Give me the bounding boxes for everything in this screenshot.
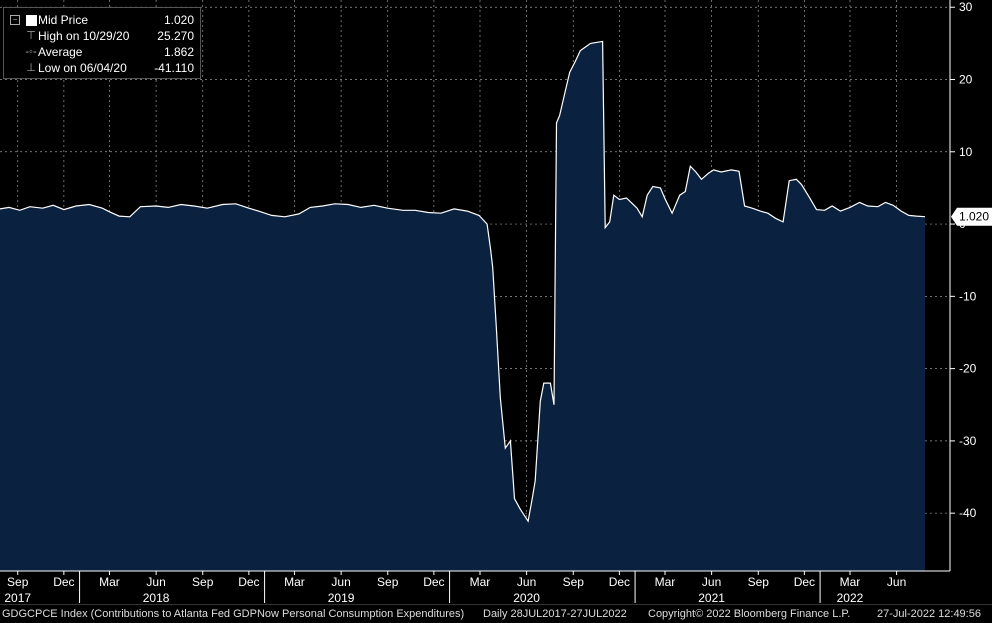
x-tick-label: Mar	[284, 575, 305, 589]
x-tick-label: Dec	[53, 575, 74, 589]
x-tick-label: Sep	[192, 575, 214, 589]
y-tick-label: -40	[959, 506, 977, 520]
legend-low-label: Low on 06/04/20	[38, 61, 127, 75]
last-price-marker: 1.020	[951, 207, 992, 226]
price-chart: 3020100-10-20-30-40 SepDecMarJunSepDecMa…	[0, 0, 992, 604]
legend-low-value: -41.110	[154, 61, 194, 75]
y-tick-label: -10	[959, 289, 977, 303]
legend-row-average[interactable]: -◦- Average 1.862	[10, 44, 196, 60]
y-tick-label: 10	[959, 145, 973, 159]
legend-mid-value: 1.020	[163, 13, 194, 27]
x-axis: Sep Dec Mar Jun Sep Dec Mar Jun Sep Dec Mar Jun Sep D…	[0, 570, 950, 604]
y-tick-label: -30	[959, 434, 977, 448]
x-tick-label: Jun	[146, 575, 165, 589]
legend-row-mid-price[interactable]: − Mid Price 1.020	[10, 12, 196, 28]
last-price-tag	[951, 207, 992, 226]
legend-high-value: 25.270	[157, 29, 194, 43]
footer-security: GDGCPCE Index (Contributions to Atlanta …	[2, 608, 465, 620]
x-tick-label: Dec	[238, 575, 259, 589]
footer-bar: GDGCPCE Index (Contributions to Atlanta …	[0, 604, 992, 623]
x-tick-label: Jun	[517, 575, 536, 589]
x-tick-label: Dec	[794, 575, 815, 589]
legend-average-label: Average	[38, 45, 83, 59]
x-tick-label: Mar	[99, 575, 120, 589]
high-marker-icon: ⊤	[26, 30, 36, 42]
series-line	[0, 40, 926, 523]
y-tick-label: 20	[959, 73, 973, 87]
low-marker-icon: ⊥	[26, 62, 36, 74]
legend-row-high[interactable]: ⊤ High on 10/29/20 25.270	[10, 28, 196, 44]
year-label: 2017	[4, 591, 31, 604]
year-label: 2018	[143, 591, 170, 604]
year-label: 2022	[837, 591, 864, 604]
series-area	[0, 41, 925, 571]
average-marker-icon: -◦-	[25, 46, 37, 58]
collapse-toggle-icon[interactable]: −	[10, 15, 20, 25]
footer-range: Daily 28JUL2017-27JUL2022	[483, 608, 627, 620]
x-tick-label: Dec	[609, 575, 630, 589]
x-tick-label: Jun	[702, 575, 721, 589]
legend-high-label: High on 10/29/20	[38, 29, 130, 43]
footer-copyright: Copyright© 2022 Bloomberg Finance L.P.	[648, 608, 851, 620]
chart-legend: − Mid Price 1.020 ⊤ High on 10/29/20 25.…	[3, 7, 201, 79]
year-label: 2019	[328, 591, 355, 604]
legend-mid-label: Mid Price	[38, 13, 89, 27]
year-label: 2020	[513, 591, 540, 604]
legend-average-value: 1.862	[163, 45, 194, 59]
y-tick-label: -20	[959, 362, 977, 376]
x-tick-label: Mar	[840, 575, 861, 589]
x-tick-label: Jun	[887, 575, 906, 589]
year-label: 2021	[698, 591, 725, 604]
footer-timestamp: 27-Jul-2022 12:49:56	[877, 608, 981, 620]
x-tick-label: Dec	[423, 575, 444, 589]
y-axis: 3020100-10-20-30-40	[949, 0, 977, 571]
x-tick-label: Sep	[377, 575, 399, 589]
mid-price-swatch-icon	[26, 15, 37, 26]
x-tick-label: Sep	[748, 575, 770, 589]
y-tick-label: 30	[959, 0, 973, 14]
x-tick-label: Sep	[7, 575, 29, 589]
x-tick-label: Sep	[563, 575, 585, 589]
x-tick-label: Mar	[655, 575, 676, 589]
x-tick-label: Mar	[470, 575, 491, 589]
legend-row-low[interactable]: ⊥ Low on 06/04/20 -41.110	[10, 60, 196, 76]
last-price-label: 1.020	[959, 210, 989, 224]
x-tick-label: Jun	[331, 575, 350, 589]
